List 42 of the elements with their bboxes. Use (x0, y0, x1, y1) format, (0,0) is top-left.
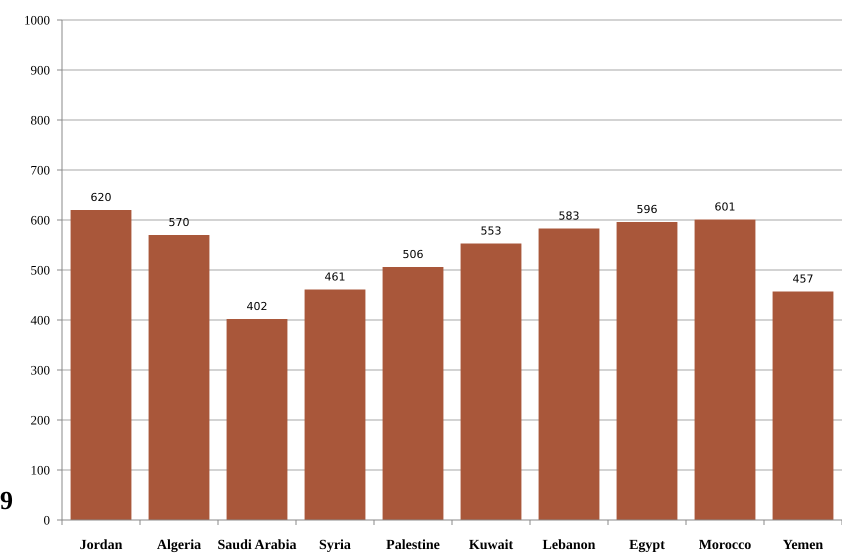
x-tick-label: Kuwait (468, 538, 514, 553)
data-label: 457 (792, 272, 814, 286)
y-tick-label: 700 (30, 162, 50, 178)
data-label: 553 (480, 224, 502, 238)
bar (694, 220, 756, 520)
x-tick-label: Jordan (80, 538, 123, 553)
bar (382, 267, 444, 520)
bar (538, 228, 600, 520)
y-tick-label: 300 (30, 362, 50, 378)
y-tick-label: 600 (30, 212, 50, 228)
data-label: 601 (714, 200, 736, 214)
x-tick-label: Yemen (782, 538, 824, 553)
y-tick-label: 200 (30, 412, 50, 428)
bar (772, 292, 834, 520)
y-tick-label: 0 (44, 512, 50, 528)
x-tick-label: Algeria (156, 538, 202, 553)
bar (616, 222, 678, 520)
data-label: 570 (168, 216, 190, 229)
x-tick-label: Egypt (629, 538, 666, 553)
y-tick-label: 400 (30, 312, 50, 328)
data-label: 583 (558, 210, 580, 222)
x-tick-label: Palestine (386, 538, 440, 553)
bar (460, 244, 522, 520)
data-label: 596 (636, 203, 658, 216)
x-tick-label: Morocco (698, 538, 752, 553)
bar (148, 235, 210, 520)
y-tick-label: 500 (30, 262, 50, 278)
data-label: 506 (402, 248, 424, 261)
y-tick-label: 900 (30, 62, 50, 78)
y-tick-label: 100 (30, 462, 50, 478)
bar (226, 319, 288, 520)
text: 9 (0, 486, 13, 515)
x-tick-label: Lebanon (542, 538, 596, 553)
data-label: 620 (90, 191, 112, 204)
x-tick-label: Saudi Arabia (218, 538, 296, 553)
data-label: 402 (246, 300, 268, 313)
y-tick-label: 1000 (24, 12, 50, 28)
data-label: 461 (324, 270, 346, 284)
bar (304, 290, 366, 520)
y-tick-label: 800 (30, 112, 50, 128)
bar (70, 210, 132, 520)
x-tick-label: Syria (319, 538, 351, 553)
